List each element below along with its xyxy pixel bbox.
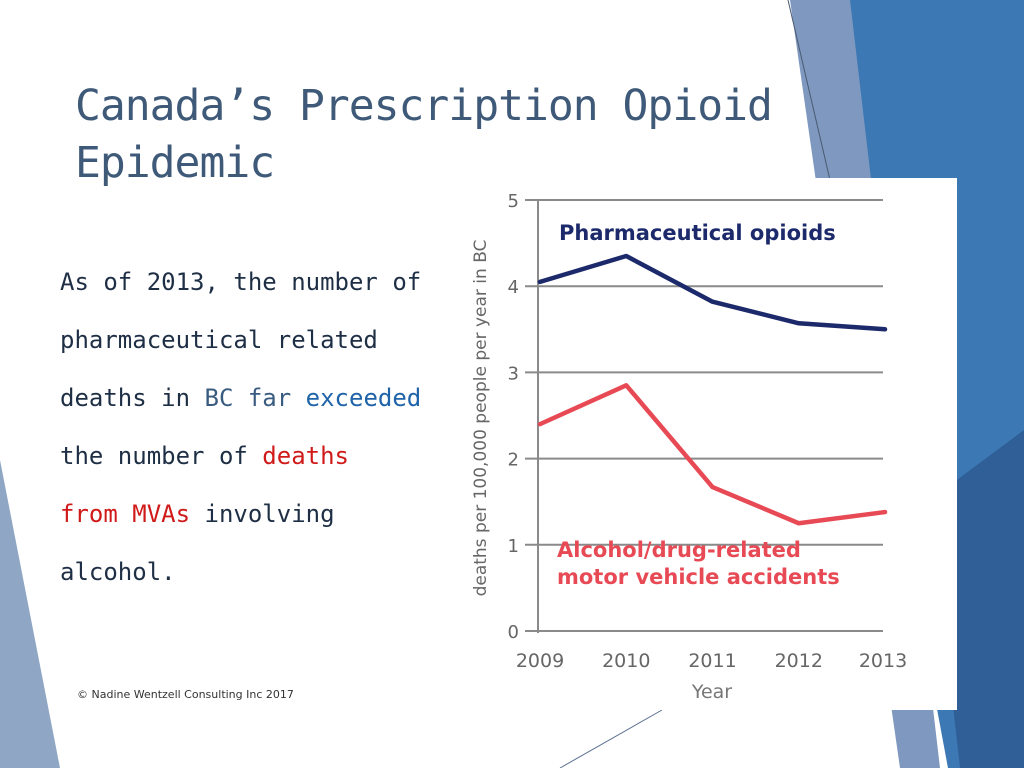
- y-axis-label-svg: deaths per 100,000 people per year in BC: [471, 240, 491, 597]
- chart-series: [537, 253, 888, 526]
- chart-gridlines: [525, 199, 883, 632]
- y-tick-label: 1: [508, 536, 519, 557]
- body-line-3c: exceeded: [305, 384, 422, 412]
- body-line-5b: involving: [190, 500, 335, 528]
- slide-title-line1: Canada’s Prescription Opioid: [75, 81, 773, 131]
- label-mva-line2: motor vehicle accidents: [557, 565, 840, 589]
- label-opioids: Pharmaceutical opioids: [559, 221, 836, 245]
- data-point: [796, 321, 801, 326]
- line-chart: 0 1 2 3 4 5 2009 2010 2011 2012 2013 Pharmaceutic…: [508, 191, 908, 703]
- data-point: [624, 254, 629, 259]
- body-line-2: pharmaceutical related: [60, 326, 378, 354]
- x-tick-label: 2009: [516, 650, 564, 672]
- chart-container: 0 1 2 3 4 5 2009 2010 2011 2012 2013 Pharmaceutic…: [453, 178, 957, 710]
- y-tick-label: 3: [508, 363, 519, 384]
- copyright-notice: © Nadine Wentzell Consulting Inc 2017: [77, 688, 294, 701]
- data-point: [538, 422, 542, 427]
- y-tick-labels: 0 1 2 3 4 5: [508, 191, 519, 643]
- body-line-4a: the number of: [60, 442, 263, 470]
- y-tick-label: 4: [508, 277, 519, 298]
- data-point: [710, 299, 715, 304]
- body-line-5a: from MVAs: [60, 500, 191, 528]
- x-tick-label: 2010: [602, 650, 650, 672]
- body-line-4b: deaths: [262, 442, 349, 470]
- x-tick-label: 2011: [688, 650, 736, 672]
- x-tick-label: 2012: [775, 650, 823, 672]
- slide-title-line2: Epidemic: [75, 138, 275, 188]
- slide-title: Canada’s Prescription Opioid Epidemic: [75, 78, 795, 192]
- body-line-1: As of 2013, the number of: [60, 268, 422, 296]
- body-line-6: alcohol.: [60, 558, 176, 586]
- slide-body: As of 2013, the number of pharmaceutical…: [60, 253, 460, 601]
- y-tick-label: 5: [508, 191, 519, 212]
- x-tick-label: 2013: [859, 650, 907, 672]
- body-line-3b: BC far: [204, 384, 306, 412]
- data-point: [538, 279, 542, 284]
- right-decor-line: [787, 0, 831, 181]
- data-point: [883, 327, 887, 332]
- y-tick-label: 2: [508, 450, 519, 471]
- series-line-mva: [537, 383, 888, 526]
- body-line-3a: deaths in: [60, 384, 205, 412]
- data-point: [710, 485, 715, 490]
- data-point: [624, 383, 629, 388]
- series-line-opioids: [537, 253, 888, 332]
- bottom-decor-line: [559, 709, 663, 768]
- data-point: [883, 510, 887, 515]
- label-mva-line1: Alcohol/drug-related: [557, 538, 801, 562]
- data-point: [796, 521, 801, 526]
- x-tick-labels: 2009 2010 2011 2012 2013: [516, 650, 907, 672]
- left-decor-shape: [0, 460, 60, 768]
- y-axis-label: deaths per 100,000 people per year in BC: [471, 240, 491, 597]
- y-tick-label: 0: [508, 622, 519, 643]
- x-axis-label: Year: [691, 681, 732, 703]
